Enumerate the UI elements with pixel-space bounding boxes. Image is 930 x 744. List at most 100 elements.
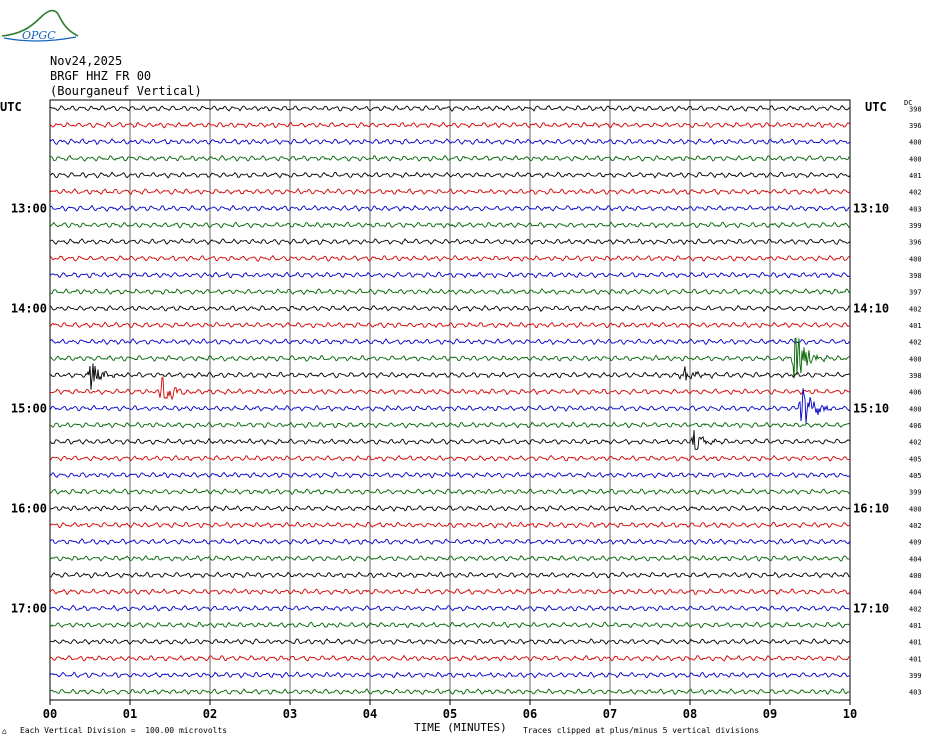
dc-offset-label: 403 — [909, 689, 922, 697]
dc-offset-label: 400 — [909, 405, 922, 413]
seismic-trace — [49, 138, 851, 146]
dc-offset-label: 398 — [909, 372, 922, 380]
dc-offset-label: 402 — [909, 522, 922, 530]
dc-offset-label: 406 — [909, 422, 922, 430]
seismic-trace — [49, 521, 851, 529]
dc-offset-label: 401 — [909, 622, 922, 630]
x-tick-label: 07 — [603, 707, 617, 721]
dc-offset-label: 400 — [909, 572, 922, 580]
dc-offset-label: 400 — [909, 255, 922, 263]
dc-offset-label: 404 — [909, 555, 922, 563]
seismic-trace — [49, 454, 851, 462]
dc-offset-label: 400 — [909, 139, 922, 147]
x-tick-label: 10 — [843, 707, 857, 721]
dc-offset-label: 405 — [909, 472, 922, 480]
seismic-trace — [49, 338, 851, 346]
dc-offset-label: 403 — [909, 205, 922, 213]
seismic-trace — [49, 363, 851, 390]
seismic-trace — [49, 377, 851, 401]
dc-offset-label: 404 — [909, 589, 922, 597]
dc-offset-label: 401 — [909, 322, 922, 330]
dc-offset-label: 397 — [909, 289, 922, 297]
dc-column-label: DC — [904, 99, 912, 107]
logo-text: OPGC — [22, 29, 56, 42]
seismic-trace — [49, 488, 851, 495]
dc-offset-label: 402 — [909, 305, 922, 313]
seismic-trace — [49, 271, 851, 279]
seismic-trace — [49, 304, 851, 313]
hour-label-left: 14:00 — [11, 301, 47, 315]
seismic-trace — [49, 571, 851, 579]
seismic-trace — [49, 654, 851, 662]
seismic-trace — [49, 504, 851, 512]
dc-offset-label: 402 — [909, 439, 922, 447]
seismic-trace — [49, 554, 851, 562]
opgc-logo: OPGC — [1, 9, 79, 42]
dc-offset-label: 396 — [909, 239, 922, 247]
seismic-trace — [49, 154, 851, 162]
seismic-trace — [49, 538, 851, 546]
dc-offset-label: 405 — [909, 455, 922, 463]
seismic-trace — [49, 421, 851, 429]
x-tick-label: 05 — [443, 707, 457, 721]
chart-date: Nov24,2025 — [50, 54, 123, 68]
seismic-trace — [49, 321, 851, 329]
utc-label-left: UTC — [0, 100, 22, 114]
seismic-trace — [49, 588, 851, 596]
seismic-trace — [49, 430, 851, 450]
x-tick-label: 00 — [43, 707, 57, 721]
seismic-trace — [49, 471, 851, 479]
seismic-trace — [49, 238, 851, 246]
x-tick-label: 04 — [363, 707, 377, 721]
seismic-trace — [49, 104, 851, 112]
hour-label-right: 17:10 — [853, 601, 889, 615]
dc-offset-label: 398 — [909, 272, 922, 280]
logo-swoosh-icon — [3, 36, 77, 42]
dc-offset-label: 406 — [909, 389, 922, 397]
dc-offset-label: 401 — [909, 655, 922, 663]
station-location: (Bourganeuf Vertical) — [50, 84, 202, 98]
dc-offset-label: 398 — [909, 105, 922, 113]
seismic-trace — [49, 187, 851, 196]
x-axis-title: TIME (MINUTES) — [414, 721, 507, 734]
seismic-trace — [49, 621, 851, 629]
dc-offset-label: 401 — [909, 172, 922, 180]
dc-offset-label: 402 — [909, 189, 922, 197]
x-tick-label: 03 — [283, 707, 297, 721]
seismic-trace — [49, 337, 851, 379]
seismic-trace — [49, 638, 851, 646]
seismic-trace — [49, 171, 851, 179]
seismic-trace — [49, 221, 851, 229]
hour-label-right: 13:10 — [853, 201, 889, 215]
logo-mountain-icon — [1, 9, 79, 37]
dc-offset-label: 401 — [909, 639, 922, 647]
dc-offset-label: 400 — [909, 155, 922, 163]
hour-label-left: 13:00 — [11, 201, 47, 215]
dc-offset-label: 399 — [909, 489, 922, 497]
dc-offset-label: 402 — [909, 339, 922, 347]
utc-label-right: UTC — [865, 100, 887, 114]
dc-offset-label: 399 — [909, 672, 922, 680]
dc-offset-label: 400 — [909, 355, 922, 363]
seismic-trace — [50, 288, 851, 296]
x-tick-label: 09 — [763, 707, 777, 721]
hour-label-right: 14:10 — [853, 301, 889, 315]
dc-offset-label: 402 — [909, 605, 922, 613]
x-tick-label: 01 — [123, 707, 137, 721]
seismic-trace — [49, 688, 851, 696]
hour-label-left: 15:00 — [11, 401, 47, 415]
hour-label-right: 16:10 — [853, 501, 889, 515]
seismic-trace — [49, 121, 851, 129]
seismic-trace — [49, 388, 851, 424]
x-tick-label: 02 — [203, 707, 217, 721]
seismic-trace — [49, 671, 851, 679]
dc-offset-label: 399 — [909, 222, 922, 230]
scale-icon: ⌂ — [2, 727, 7, 736]
dc-offset-label: 409 — [909, 539, 922, 547]
x-tick-label: 06 — [523, 707, 537, 721]
seismic-trace — [49, 254, 851, 262]
hour-label-left: 17:00 — [11, 601, 47, 615]
seismic-trace — [49, 204, 851, 212]
hour-label-left: 16:00 — [11, 501, 47, 515]
